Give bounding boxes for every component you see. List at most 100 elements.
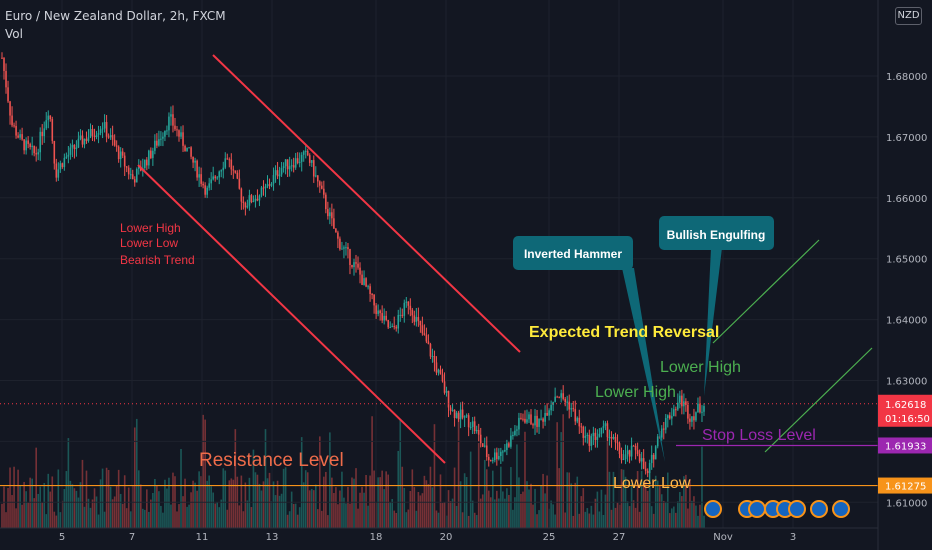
annotation-label: Lower Low [120, 236, 178, 250]
candle-body [395, 326, 398, 329]
volume-bar [154, 479, 156, 528]
candle-body [212, 176, 214, 180]
volume-bar [103, 511, 106, 528]
candle-body [622, 459, 625, 461]
volume-bar [662, 500, 665, 528]
candle-body [415, 317, 418, 322]
volume-bar [214, 503, 217, 528]
currency-badge[interactable]: NZD [895, 7, 922, 25]
volume-bar [160, 505, 162, 528]
candle-body [467, 415, 470, 428]
candle-body [29, 143, 31, 147]
candle-body [158, 139, 160, 146]
candle-body [264, 186, 267, 188]
candle-body [447, 390, 450, 408]
candle-body [216, 177, 219, 179]
candle-body [407, 301, 410, 306]
candle-body [654, 446, 657, 460]
candle-body [156, 140, 158, 146]
volume-bar [510, 467, 512, 528]
candle-body [465, 415, 468, 417]
volume-bar [115, 485, 118, 528]
candle-body [393, 326, 396, 328]
volume-bar [632, 500, 635, 528]
candle-body [23, 139, 25, 151]
volume-bar [584, 511, 587, 528]
candle-body [178, 130, 180, 137]
candle-body [518, 417, 520, 430]
candle-body [49, 115, 52, 120]
candle-body [602, 426, 605, 428]
volume-bar [516, 444, 518, 528]
candle-body [174, 125, 176, 130]
volume-bars [1, 414, 705, 528]
candle-body [664, 418, 667, 430]
volume-bar [546, 475, 548, 528]
candle-body [546, 412, 548, 416]
volume-bar [286, 514, 289, 528]
candle-body [274, 170, 277, 176]
volume-bar [314, 484, 317, 528]
candle-body [188, 147, 190, 149]
candle-body [558, 396, 560, 398]
volume-bar [302, 482, 305, 528]
volume-bar [111, 499, 114, 528]
event-marker [810, 500, 828, 518]
volume-bar [158, 491, 160, 528]
volume-bar [397, 450, 400, 528]
volume-bar [500, 466, 502, 528]
candle-body [43, 128, 46, 137]
candle-body [429, 344, 432, 357]
candle-body [455, 412, 458, 419]
volume-bar [339, 490, 341, 528]
volume-bar [658, 485, 661, 528]
volume-bar [27, 502, 29, 528]
candle-body [646, 470, 649, 474]
candle-body [695, 412, 697, 421]
volume-bar [341, 471, 343, 528]
volume-bar [133, 427, 136, 528]
volume-bar [3, 486, 5, 528]
volume-bar [646, 490, 649, 528]
candle-body [154, 140, 156, 151]
volume-bar [170, 504, 172, 528]
volume-bar [266, 478, 269, 528]
candle-body [164, 130, 166, 137]
candle-body [272, 175, 275, 184]
candle-body [224, 158, 227, 168]
volume-bar [648, 471, 651, 528]
time-tick-label: 3 [790, 532, 796, 543]
volume-bar [417, 492, 420, 528]
candle-body [409, 305, 412, 310]
candle-body [91, 128, 94, 137]
candle-body [620, 453, 623, 460]
volume-bar [534, 488, 536, 528]
candle-body [198, 174, 200, 178]
volume-bar [479, 498, 482, 528]
volume-bar [487, 490, 490, 528]
volume-bar [212, 492, 214, 528]
candle-body [250, 195, 253, 203]
candle-body [520, 417, 522, 419]
candlesticks [1, 52, 705, 483]
candle-body [437, 369, 440, 373]
candle-body [572, 408, 575, 410]
candle-body [590, 436, 593, 446]
volume-bar [19, 485, 21, 528]
volume-bar [693, 496, 695, 528]
candle-body [425, 334, 428, 342]
volume-bar [538, 510, 540, 528]
candle-body [69, 147, 72, 155]
candle-body [536, 415, 538, 427]
candle-body [675, 409, 677, 411]
candle-body [341, 248, 343, 250]
volume-bar [125, 508, 128, 528]
candle-body [208, 183, 210, 188]
candle-body [3, 57, 5, 72]
volume-bar [568, 472, 571, 528]
volume-bar [325, 471, 327, 528]
volume-bar [666, 472, 669, 528]
stop-loss-badge [878, 437, 932, 454]
volume-bar [316, 509, 319, 528]
